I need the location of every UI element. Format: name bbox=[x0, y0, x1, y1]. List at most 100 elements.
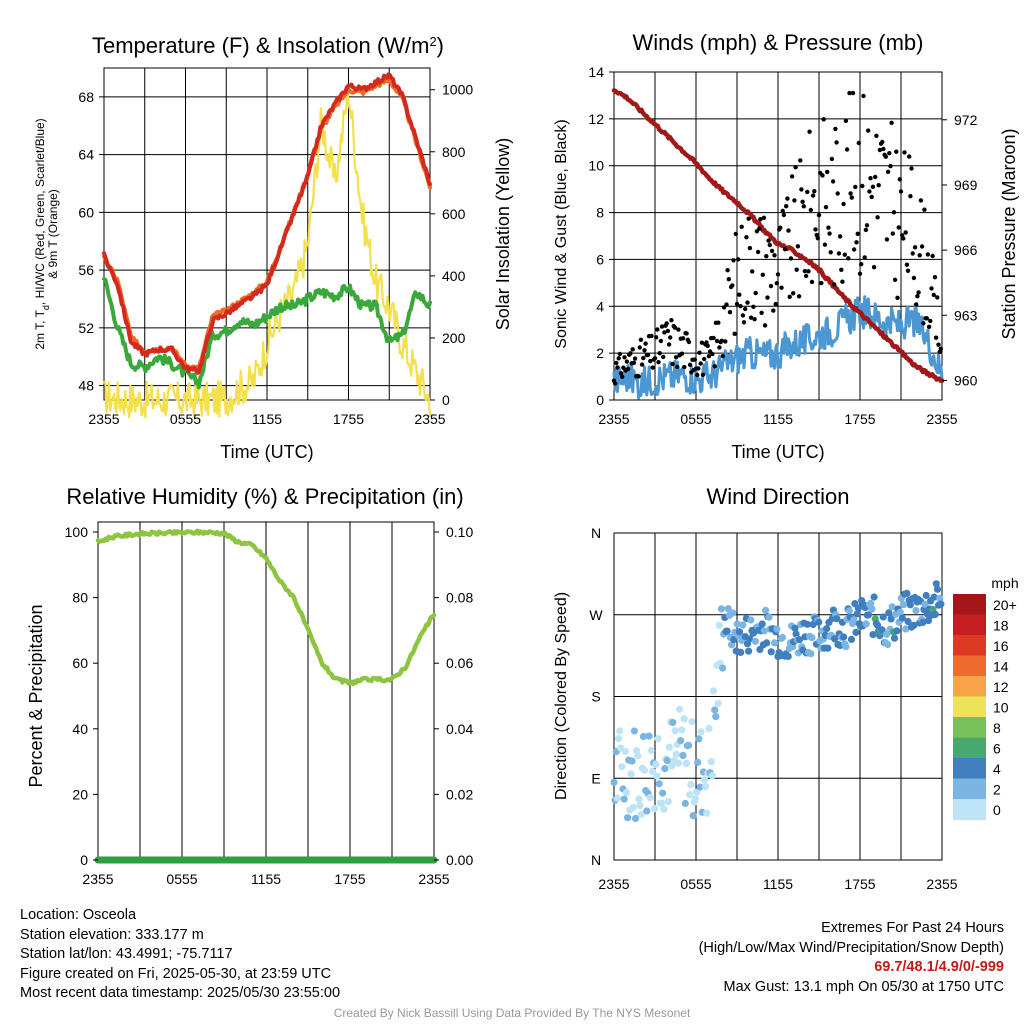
direction-point bbox=[747, 616, 755, 624]
extremes-box: Extremes For Past 24 Hours (High/Low/Max… bbox=[699, 919, 1004, 997]
gust-point bbox=[687, 362, 693, 367]
gust-point bbox=[649, 333, 654, 339]
gust-point bbox=[793, 165, 798, 170]
x-tick-label: 1755 bbox=[333, 411, 364, 427]
gust-point bbox=[896, 225, 901, 230]
humidity-title: Relative Humidity (%) & Precipitation (i… bbox=[66, 484, 463, 509]
gust-point bbox=[885, 169, 891, 174]
gust-point bbox=[904, 262, 910, 267]
direction-point bbox=[636, 801, 644, 810]
gust-point bbox=[827, 231, 832, 236]
gust-point bbox=[859, 262, 864, 267]
wind-ylabel: Sonic Wind & Gust (Blue, Black) bbox=[553, 119, 570, 348]
gust-point bbox=[788, 256, 794, 261]
gust-point bbox=[800, 199, 805, 204]
gust-point bbox=[888, 163, 893, 169]
gust-point bbox=[765, 295, 770, 300]
gust-point bbox=[837, 234, 843, 239]
direction-point bbox=[824, 644, 832, 652]
gust-point bbox=[843, 118, 849, 124]
gust-point bbox=[897, 177, 902, 182]
speed-color-legend: mph 20+ 18 16 14 12 10 8 6 4 2 0 bbox=[953, 575, 1019, 820]
direction-point bbox=[910, 621, 918, 630]
direction-point bbox=[893, 627, 901, 635]
legend-swatch bbox=[953, 594, 986, 615]
gust-point bbox=[813, 227, 818, 232]
gust-point bbox=[698, 361, 703, 366]
extremes-values: 69.7/48.1/4.9/0/-999 bbox=[874, 959, 1004, 975]
direction-point bbox=[765, 613, 773, 621]
direction-point bbox=[672, 750, 680, 758]
direction-point bbox=[695, 735, 703, 743]
gust-point bbox=[891, 210, 897, 215]
gust-point bbox=[802, 268, 808, 274]
gust-point bbox=[820, 173, 825, 178]
gust-point bbox=[876, 183, 881, 188]
gust-point bbox=[673, 355, 679, 360]
direction-point bbox=[645, 732, 653, 740]
pressure-line bbox=[611, 88, 945, 384]
extremes-title: Extremes For Past 24 Hours bbox=[821, 920, 1004, 936]
gust-point bbox=[901, 236, 906, 241]
gust-point bbox=[936, 342, 941, 347]
gust-point bbox=[614, 360, 619, 366]
x-tick-label: 2355 bbox=[82, 871, 113, 887]
gust-point bbox=[914, 302, 919, 307]
direction-point bbox=[763, 639, 771, 647]
gust-point bbox=[740, 313, 746, 318]
direction-point bbox=[711, 706, 719, 714]
gust-point bbox=[823, 205, 829, 210]
direction-point bbox=[652, 760, 660, 769]
y2-tick-label: 969 bbox=[954, 177, 978, 193]
gust-point bbox=[841, 201, 846, 207]
gust-point bbox=[664, 321, 669, 326]
direction-point bbox=[737, 648, 745, 657]
direction-point bbox=[912, 607, 920, 615]
gust-point bbox=[938, 346, 943, 351]
direction-point bbox=[680, 715, 688, 723]
gust-point bbox=[631, 360, 637, 365]
gust-point bbox=[704, 340, 709, 345]
gust-point bbox=[868, 176, 873, 181]
direction-point bbox=[643, 807, 651, 815]
legend-swatch bbox=[953, 737, 986, 759]
gust-point bbox=[889, 120, 894, 126]
y-tick-label: 10 bbox=[588, 158, 604, 174]
direction-point bbox=[709, 687, 718, 695]
direction-point bbox=[614, 735, 623, 743]
gust-point bbox=[847, 90, 852, 96]
wind-direction-ylabel: Direction (Colored By Speed) bbox=[553, 592, 570, 800]
gust-point bbox=[792, 198, 797, 203]
gust-point bbox=[656, 360, 661, 365]
direction-point bbox=[624, 814, 632, 822]
direction-point bbox=[733, 620, 741, 628]
gust-point bbox=[849, 195, 854, 200]
gust-point bbox=[719, 338, 724, 343]
gust-point bbox=[758, 217, 763, 222]
gust-point bbox=[829, 156, 835, 162]
gust-point bbox=[862, 255, 867, 260]
direction-point bbox=[661, 765, 669, 773]
gust-point bbox=[881, 146, 886, 152]
gust-point bbox=[926, 324, 932, 329]
gust-point bbox=[682, 364, 687, 370]
direction-point bbox=[697, 728, 705, 736]
direction-point bbox=[610, 778, 618, 786]
gust-point bbox=[917, 253, 922, 258]
gust-point bbox=[641, 355, 646, 361]
gust-point bbox=[720, 354, 726, 359]
gust-point bbox=[662, 330, 667, 335]
gust-point bbox=[887, 151, 892, 156]
gust-point bbox=[665, 328, 671, 334]
legend-swatch bbox=[953, 778, 986, 800]
gust-point bbox=[739, 224, 744, 229]
gust-point bbox=[785, 196, 790, 201]
temp-2m-line bbox=[102, 72, 432, 375]
gust-point bbox=[712, 364, 717, 369]
direction-point bbox=[676, 705, 684, 713]
gust-point bbox=[773, 301, 778, 307]
x-tick-label: 1155 bbox=[763, 411, 793, 427]
gust-point bbox=[723, 339, 728, 344]
direction-point bbox=[921, 600, 929, 608]
gust-point bbox=[702, 356, 707, 362]
